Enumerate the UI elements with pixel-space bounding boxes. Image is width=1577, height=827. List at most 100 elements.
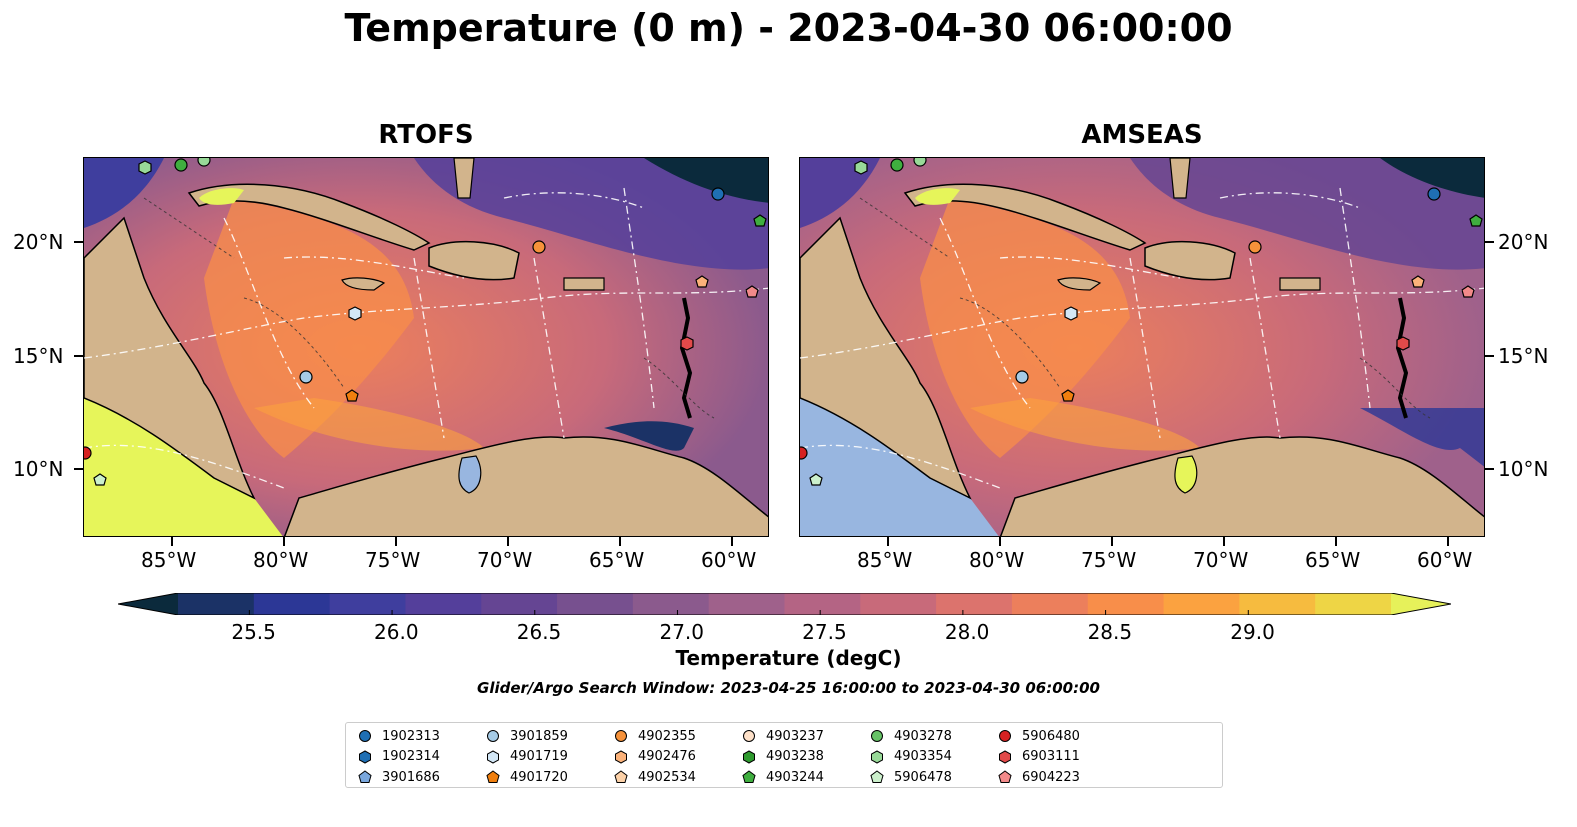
coldest-water-region [644, 158, 768, 203]
legend-item-label: 4903354 [894, 749, 952, 764]
float-markers[interactable] [800, 158, 1483, 486]
lon-label-65w: 65°W [1305, 548, 1361, 572]
float-4901719[interactable] [348, 306, 362, 321]
float-5906480[interactable] [84, 446, 92, 460]
rtofs-map[interactable] [83, 157, 769, 537]
colorbar-tick-label: 25.5 [231, 620, 276, 644]
amseas-map[interactable] [799, 157, 1485, 537]
legend-item-label: 1902313 [382, 728, 440, 744]
float-4902355[interactable] [1248, 240, 1262, 254]
hexagon-marker-icon [871, 749, 883, 764]
colorbar-svg [117, 592, 1452, 616]
pacific-ocean [84, 398, 283, 536]
lesser-antilles [679, 297, 693, 419]
colorbar-segment [708, 593, 785, 615]
float-4902534[interactable] [1411, 275, 1425, 288]
lat-label-10n-left: 10°N [13, 457, 64, 481]
pentagon-marker-icon [742, 770, 756, 783]
legend-item-label: 4901720 [510, 769, 568, 785]
lat-label-20n-left: 20°N [13, 230, 64, 254]
pentagon-marker-icon [614, 770, 628, 783]
warm-water-region [920, 198, 1130, 458]
colorbar-segment [178, 593, 255, 615]
lat-label-15n-right: 15°N [1498, 344, 1549, 368]
float-6904223[interactable] [1461, 285, 1475, 298]
lat-label-15n-left: 15°N [13, 344, 64, 368]
hexagon-marker-icon [999, 749, 1011, 764]
float-4903244[interactable] [890, 158, 904, 172]
float-4903354[interactable] [854, 160, 868, 175]
lon-label-85w: 85°W [857, 548, 913, 572]
pacific-ocean [800, 398, 999, 536]
legend-item-label: 4903237 [766, 728, 824, 744]
hexagon-marker-icon [359, 749, 371, 764]
legend-item: 5906478 [870, 768, 952, 786]
float-5906478[interactable] [93, 473, 107, 486]
legend-item: 6904223 [998, 768, 1080, 786]
float-5906480[interactable] [800, 446, 808, 460]
legend-item: 4902534 [614, 768, 696, 786]
circle-marker-icon [871, 730, 883, 742]
float-5906478[interactable] [809, 473, 823, 486]
float-1902313[interactable] [1427, 187, 1441, 201]
cool-water-region [84, 158, 164, 228]
lon-label-60w: 60°W [1417, 548, 1473, 572]
hexagon-marker-icon [487, 749, 499, 764]
float-4901720[interactable] [345, 389, 359, 402]
float-4903354[interactable] [138, 160, 152, 175]
float-4903244[interactable] [174, 158, 188, 172]
legend-item: 4903238 [742, 748, 824, 766]
float-3901859[interactable] [299, 370, 313, 384]
legend-item: 1902314 [358, 748, 440, 766]
eez-boundaries [800, 187, 1484, 489]
depth-contours [143, 197, 715, 419]
float-6904223[interactable] [745, 285, 759, 298]
amseas-panel-title: AMSEAS [1081, 120, 1203, 150]
lat-label-20n-right: 20°N [1498, 230, 1549, 254]
legend-item: 1902313 [358, 727, 440, 745]
legend-item-label: 4903244 [766, 769, 824, 785]
circle-marker-icon [743, 730, 755, 742]
rtofs-panel-title: RTOFS [378, 120, 474, 150]
legend-item-label: 4903238 [766, 749, 824, 764]
legend-item: 3901859 [486, 727, 568, 745]
lake-maracaibo [1174, 455, 1198, 494]
colorbar-segment [1087, 593, 1165, 615]
warm-water-region [254, 398, 484, 451]
float-4903244[interactable] [753, 214, 767, 227]
hispaniola [428, 240, 520, 281]
pentagon-marker-icon [486, 770, 500, 783]
float-4903244[interactable] [1469, 214, 1483, 227]
legend-item: 4903237 [742, 727, 824, 745]
lon-label-70w: 70°W [1193, 548, 1249, 572]
colorbar-tick-label: 27.0 [659, 620, 704, 644]
legend-item: 4901720 [486, 768, 568, 786]
colorbar-tick-label: 26.0 [374, 620, 419, 644]
float-4902355[interactable] [532, 240, 546, 254]
amseas-map-canvas [800, 158, 1484, 536]
axis-ticks [74, 241, 1494, 546]
lesser-antilles [1395, 297, 1409, 419]
puerto-rico [1279, 277, 1321, 291]
float-4901720[interactable] [1061, 389, 1075, 402]
float-4902534[interactable] [695, 275, 709, 288]
lon-label-80w: 80°W [969, 548, 1025, 572]
cool-water-region [1130, 158, 1484, 270]
float-6903111[interactable] [1396, 336, 1410, 351]
float-6903111[interactable] [680, 336, 694, 351]
warm-water-region [204, 198, 414, 458]
rtofs-map-canvas [84, 158, 768, 536]
legend-item-label: 3901859 [510, 728, 568, 744]
legend-item: 5906480 [998, 727, 1080, 745]
float-4903278[interactable] [913, 158, 927, 167]
jamaica [1057, 277, 1102, 291]
puerto-rico [563, 277, 605, 291]
float-4903278[interactable] [197, 158, 211, 167]
float-1902313[interactable] [711, 187, 725, 201]
legend-item-label: 4902476 [638, 749, 696, 764]
cool-water-region [604, 421, 694, 451]
cuba [903, 183, 1147, 251]
float-3901859[interactable] [1015, 370, 1029, 384]
float-4901719[interactable] [1064, 306, 1078, 321]
float-markers[interactable] [84, 158, 767, 486]
